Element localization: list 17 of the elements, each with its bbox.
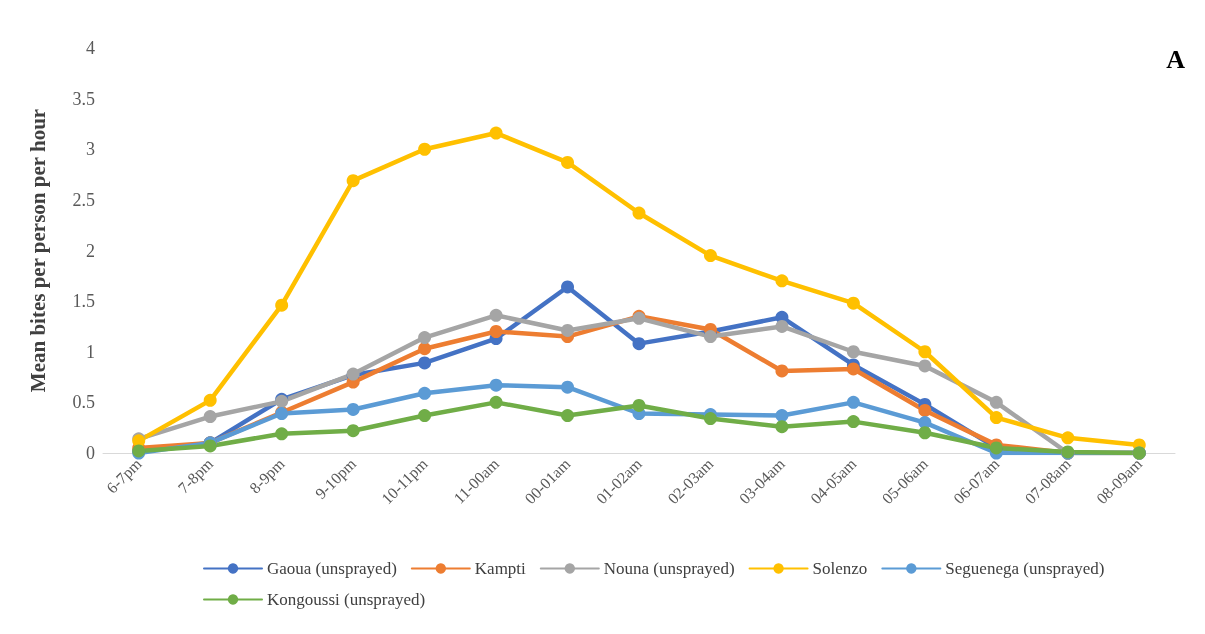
legend-label: Gaoua (unsprayed): [267, 559, 397, 578]
legend-label: Seguenega (unsprayed): [945, 559, 1105, 578]
y-tick-label: 2: [86, 240, 95, 261]
y-tick-label: 1.5: [72, 291, 95, 312]
y-tick-label: 3.5: [72, 88, 95, 109]
y-tick-label: 0: [86, 443, 95, 463]
y-tick-label: 3: [86, 139, 95, 160]
legend-label: Nouna (unsprayed): [603, 559, 735, 578]
y-axis-title: Mean bites per person per hour: [25, 108, 50, 393]
legend-label: Kampti: [474, 559, 527, 578]
legend-label: Kongoussi (unsprayed): [267, 590, 426, 609]
y-tick-label: 0.5: [72, 392, 95, 413]
annotation: A: [1166, 44, 1186, 74]
y-tick-label: 2.5: [72, 189, 95, 210]
y-tick-label: 4: [86, 38, 95, 58]
y-tick-label: 1: [86, 341, 95, 362]
legend-label: Solenzo: [812, 559, 868, 578]
